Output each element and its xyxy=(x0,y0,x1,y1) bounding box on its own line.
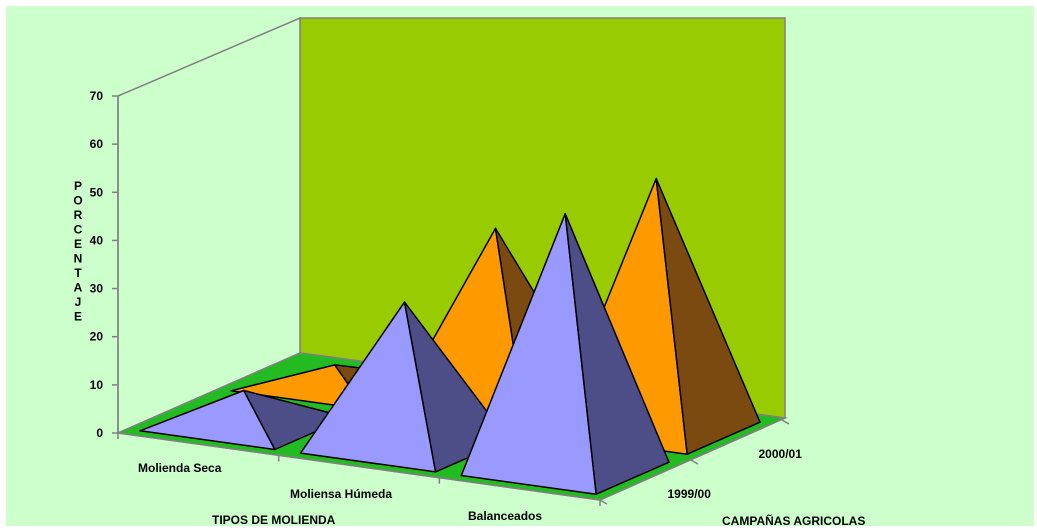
z-axis-series-labels: 1999/00 2000/01 xyxy=(599,419,803,505)
y-tick-label: 10 xyxy=(90,378,104,392)
z-tick-mark xyxy=(781,419,790,425)
y-tick-label: 30 xyxy=(90,282,104,296)
z-axis-label: CAMPAÑAS AGRICOLAS xyxy=(722,513,865,528)
z-tick-mark xyxy=(599,499,608,505)
x-category-label: Balanceados xyxy=(468,509,542,523)
pyramid-side-face xyxy=(243,389,349,451)
z-series-label: 1999/00 xyxy=(668,487,712,501)
x-axis-line xyxy=(117,432,601,501)
y-tick-label: 70 xyxy=(90,89,104,103)
pyramid-marks xyxy=(139,177,761,495)
pyramid-1999-00-1 xyxy=(139,389,349,451)
y-tick-label: 20 xyxy=(90,330,104,344)
x-category-label: Molienda Seca xyxy=(138,461,222,475)
y-axis-ticks: 0 10 20 30 40 50 60 70 xyxy=(90,89,118,440)
pyramid-1999-00-3 xyxy=(460,212,670,495)
x-axis-label: TIPOS DE MOLIENDA xyxy=(212,513,336,527)
y-tick-label: 40 xyxy=(90,233,104,247)
z-tick-mark xyxy=(690,459,699,465)
pyramid-side-face xyxy=(655,177,761,455)
y-tick-label: 50 xyxy=(90,185,104,199)
x-axis-categories: Molienda Seca Moliensa Húmeda Balanceados xyxy=(117,433,601,523)
z-axis-line xyxy=(599,417,786,501)
y-tick-label: 0 xyxy=(96,426,103,440)
x-category-label: Moliensa Húmeda xyxy=(290,487,392,501)
z-series-label: 2000/01 xyxy=(759,447,803,461)
pyramid-side-face xyxy=(564,212,670,495)
y-tick-label: 60 xyxy=(90,137,104,151)
